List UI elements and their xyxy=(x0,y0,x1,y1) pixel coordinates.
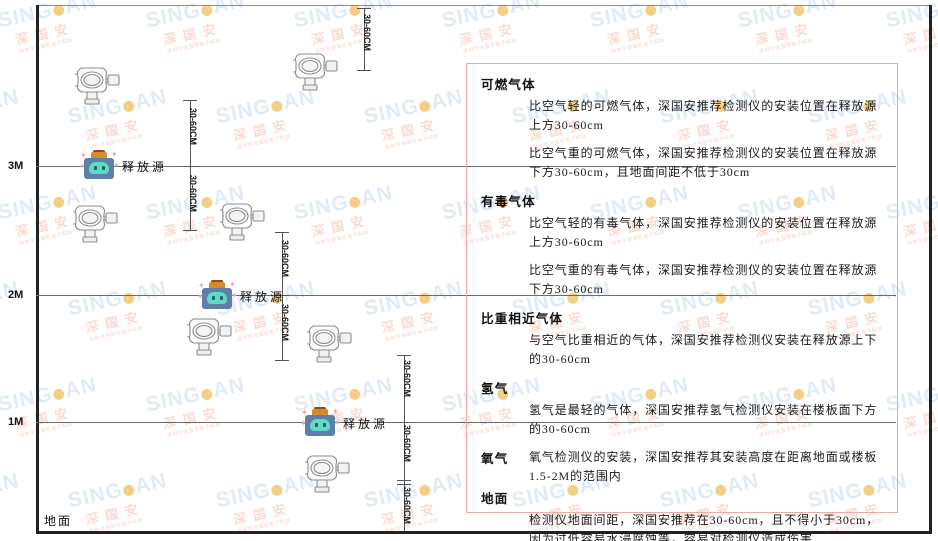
dimension-label-left-lower: 30-60CM xyxy=(188,175,198,213)
release-eye-left xyxy=(212,296,215,300)
spark-icon: ✦ xyxy=(197,292,204,301)
dimension-label-right-mid: 30-60CM xyxy=(402,425,412,463)
gas-release-source-icon-3m: ✦ ✦ ✦ ✦ xyxy=(79,150,120,180)
frame-top-line xyxy=(36,5,932,6)
spark-icon: ✦ xyxy=(300,419,307,428)
guideline-section-title: 氧气 xyxy=(481,452,509,466)
release-eye-left xyxy=(94,166,97,170)
release-eye-right xyxy=(102,166,105,170)
release-eye-left xyxy=(315,423,318,427)
guideline-section: 氧气 氧气检测仪的安装，深国安推荐其安装高度在距离地面或楼板1.5-2M的范围内 xyxy=(481,448,883,486)
level-label-3m: 3M xyxy=(8,160,24,172)
level-label-2m: 2M xyxy=(8,289,24,301)
guideline-paragraph: 比空气轻的可燃气体，深国安推荐检测仪的安装位置在释放源上方30-60cm xyxy=(529,99,878,132)
dimension-label-right-upper: 30-60CM xyxy=(402,360,412,398)
dimension-label-left-upper: 30-60CM xyxy=(188,108,198,146)
gas-detector-icon-below-3m xyxy=(68,200,124,244)
dimension-tick xyxy=(397,355,411,356)
ground-label: 地面 xyxy=(44,514,73,528)
dimension-tick xyxy=(397,484,411,485)
guideline-section: 地面检测仪地面间距，深国安推荐在30-60cm，且不得小于30cm，因为过低容易… xyxy=(481,488,883,541)
dimension-line-top-center xyxy=(364,8,365,70)
guideline-section-title: 氢气 xyxy=(481,382,509,396)
spark-icon: ✦ xyxy=(80,151,87,160)
guideline-section-title: 可燃气体 xyxy=(481,78,536,92)
spark-icon: ✦ xyxy=(301,408,308,417)
guideline-section: 氢气氢气是最轻的气体，深国安推荐氢气检测仪安装在楼板面下方的30-60cm xyxy=(481,378,883,439)
dimension-line-right xyxy=(404,355,405,531)
release-screen xyxy=(207,292,227,304)
dimension-tick xyxy=(357,70,371,71)
gas-detector-icon-top-left xyxy=(70,62,126,106)
dimension-tick xyxy=(275,360,289,361)
dimension-tick xyxy=(275,232,289,233)
dimension-tick xyxy=(183,166,197,167)
guideline-paragraph: 与空气比重相近的气体，深国安推荐检测仪安装在释放源上下的30-60cm xyxy=(529,333,878,366)
gas-detector-icon-right-2m xyxy=(302,320,358,364)
level-label-1m: 1M xyxy=(8,416,24,428)
release-cap xyxy=(312,409,328,417)
guideline-paragraph: 比空气重的有毒气体，深国安推荐检测仪的安装位置在释放源下方30-60cm xyxy=(529,263,878,296)
guideline-paragraph: 氧气检测仪的安装，深国安推荐其安装高度在距离地面或楼板1.5-2M的范围内 xyxy=(529,450,878,483)
release-screen xyxy=(310,419,330,431)
guideline-section: 比重相近气体与空气比重相近的气体，深国安推荐检测仪安装在释放源上下的30-60c… xyxy=(481,308,883,369)
gas-detector-icon-right-3m xyxy=(215,198,271,242)
release-cap xyxy=(209,282,225,290)
guideline-paragraph: 氢气是最轻的气体，深国安推荐氢气检测仪安装在楼板面下方的30-60cm xyxy=(529,403,878,436)
dimension-tick xyxy=(357,8,371,9)
spark-icon: ✦ xyxy=(198,281,205,290)
release-source-label-1m: 释放源 xyxy=(343,417,389,431)
release-screen xyxy=(89,162,109,174)
gas-release-source-icon-2m: ✦ ✦ ✦ ✦ xyxy=(197,280,238,310)
dimension-label-mid-lower: 30-60CM xyxy=(280,304,290,342)
spark-icon: ✦ xyxy=(111,150,118,159)
release-cap-top xyxy=(314,407,326,410)
spark-icon: ✦ xyxy=(79,162,86,171)
dimension-label-top-center: 30-60CM xyxy=(362,14,372,52)
gas-detector-icon-below-1m xyxy=(300,450,356,494)
gas-detector-icon-top-center xyxy=(288,48,344,92)
dimension-tick xyxy=(397,422,411,423)
dimension-tick xyxy=(183,100,197,101)
dimension-label-right-lower: 30-60CM xyxy=(402,487,412,525)
spark-icon: ✦ xyxy=(334,418,341,427)
release-eye-right xyxy=(220,296,223,300)
release-source-label-2m: 释放源 xyxy=(240,290,286,304)
gas-detector-icon-below-2m xyxy=(182,313,238,357)
installation-guidelines-panel: 可燃气体比空气轻的可燃气体，深国安推荐检测仪的安装位置在释放源上方30-60cm… xyxy=(466,63,898,541)
dimension-tick xyxy=(397,480,411,481)
gas-release-source-icon-1m: ✦ ✦ ✦ ✦ xyxy=(300,407,341,437)
dimension-tick xyxy=(183,230,197,231)
guideline-paragraph: 检测仪地面间距，深国安推荐在30-60cm，且不得小于30cm，因为过低容易水浸… xyxy=(529,513,880,541)
guideline-paragraph: 比空气重的可燃气体，深国安推荐检测仪的安装位置在释放源下方30-60cm，且地面… xyxy=(529,146,878,179)
guideline-section-title: 比重相近气体 xyxy=(481,312,564,326)
release-eye-right xyxy=(323,423,326,427)
guideline-section-title: 有毒气体 xyxy=(481,195,536,209)
spark-icon: ✦ xyxy=(229,280,236,289)
release-cap-top xyxy=(211,280,223,283)
guideline-section: 可燃气体比空气轻的可燃气体，深国安推荐检测仪的安装位置在释放源上方30-60cm… xyxy=(481,74,883,182)
release-cap-top xyxy=(93,150,105,153)
guideline-section-title: 地面 xyxy=(481,492,509,506)
dimension-line-left xyxy=(190,100,191,230)
spark-icon: ✦ xyxy=(231,291,238,300)
guideline-paragraph: 比空气轻的有毒气体，深国安推荐检测仪的安装位置在释放源上方30-60cm xyxy=(529,216,878,249)
guideline-section: 有毒气体比空气轻的有毒气体，深国安推荐检测仪的安装位置在释放源上方30-60cm… xyxy=(481,191,883,299)
dimension-label-mid-upper: 30-60CM xyxy=(280,240,290,278)
spark-icon: ✦ xyxy=(332,407,339,416)
diagram-frame xyxy=(36,5,932,534)
spark-icon: ✦ xyxy=(113,161,120,170)
release-source-label-3m: 释放源 xyxy=(122,160,168,174)
release-cap xyxy=(91,152,107,160)
